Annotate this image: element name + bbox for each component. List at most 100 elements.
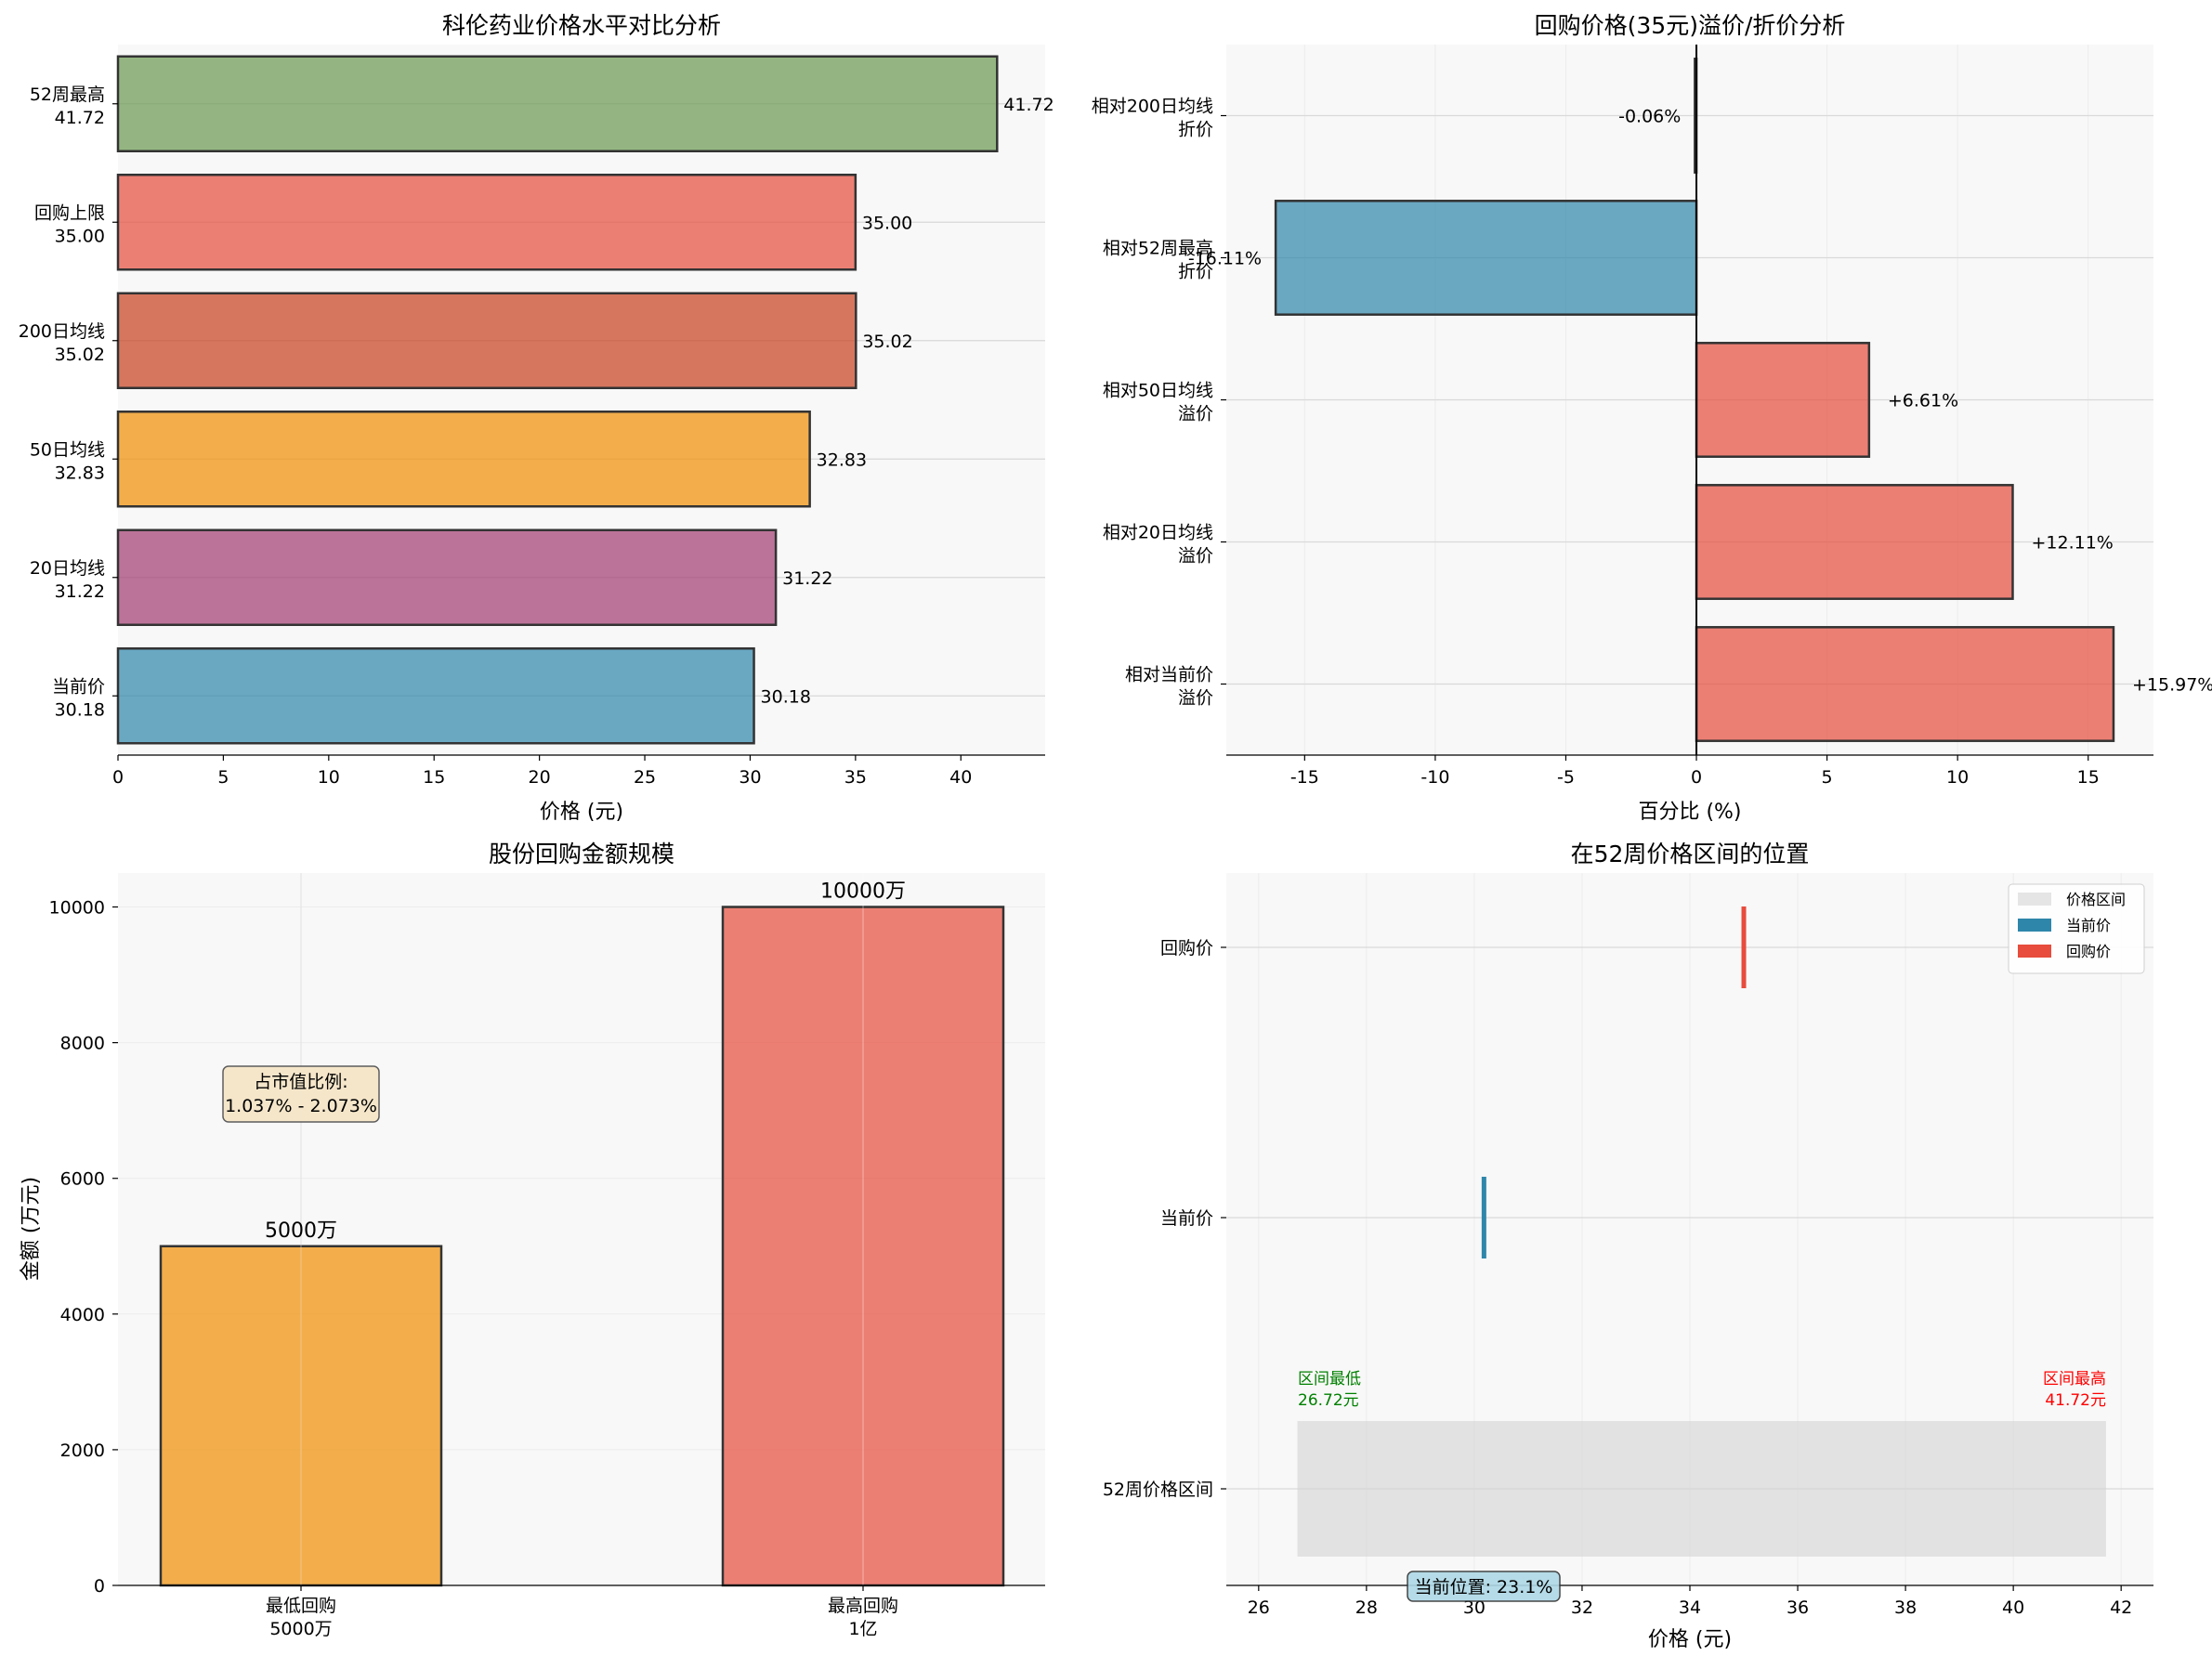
value-label-4: -0.06%	[1618, 107, 1681, 127]
y-tick-label-line1: 相对20日均线	[1103, 523, 1213, 543]
y-tick-label-line2: 35.02	[55, 345, 105, 365]
y-tick-label-line1: 200日均线	[19, 321, 105, 342]
x-tick-label: 15	[423, 767, 445, 788]
buyback-price-marker	[1741, 906, 1747, 988]
legend-label-range: 价格区间	[2066, 891, 2126, 908]
legend-label-buyback: 回购价	[2066, 943, 2111, 960]
y-tick-label-line1: 相对52周最高	[1103, 239, 1213, 259]
xlabel-premium-discount: 百分比 (%)	[1638, 801, 1741, 824]
value-label-1: +12.11%	[2031, 533, 2113, 554]
price-range-bar	[1297, 1421, 2106, 1557]
x-tick-label: 35	[844, 767, 867, 788]
value-label-4: 35.00	[862, 213, 912, 233]
legend-swatch-current	[2018, 919, 2051, 932]
legend-label-current: 当前价	[2066, 917, 2111, 934]
bar-2	[1695, 342, 1871, 458]
y-tick-label: 52周价格区间	[1103, 1480, 1213, 1500]
title-price-levels: 科伦药业价格水平对比分析	[442, 12, 721, 39]
x-tick-label: 10	[1946, 767, 1969, 788]
x-tick-label: 38	[1894, 1597, 1917, 1618]
value-label-0: 30.18	[761, 686, 811, 707]
y-tick-label-line2: 32.83	[55, 463, 105, 483]
x-tick-label: 30	[739, 767, 761, 788]
y-tick-label-line1: 当前价	[52, 676, 105, 697]
y-tick-label-line1: 50日均线	[30, 439, 105, 460]
y-tick-label-line1: 回购上限	[34, 202, 105, 223]
position-annotation: 当前位置: 23.1%	[1407, 1571, 1561, 1602]
position-box	[1407, 1571, 1561, 1602]
y-tick-label: 2000	[60, 1441, 105, 1461]
x-tick-label: -15	[1290, 767, 1319, 788]
range-low-label-line2: 26.72元	[1298, 1391, 1359, 1410]
x-tick-label-line2: 1亿	[848, 1619, 877, 1639]
y-tick-label-line1: 相对50日均线	[1103, 381, 1213, 401]
legend-swatch-range	[2018, 893, 2051, 906]
plot-area-price-levels	[118, 45, 1045, 755]
x-tick-label: -10	[1420, 767, 1449, 788]
range-high-label-line1: 区间最高	[2043, 1370, 2106, 1389]
value-label-3: 35.02	[862, 332, 912, 352]
x-tick-label: 40	[2002, 1597, 2024, 1618]
value-label-1: 31.22	[782, 568, 832, 589]
x-tick-label: 5	[1822, 767, 1833, 788]
x-tick-label: 28	[1355, 1597, 1378, 1618]
x-tick-label: 0	[112, 767, 124, 788]
x-tick-label: 36	[1787, 1597, 1809, 1618]
y-tick-label-line2: 35.00	[55, 226, 105, 246]
bar-0	[116, 647, 755, 745]
y-tick-label-line1: 相对200日均线	[1092, 97, 1213, 117]
range-high-label-line2: 41.72元	[2045, 1391, 2106, 1410]
x-tick-label: 0	[1691, 767, 1702, 788]
y-tick-label-line2: 溢价	[1178, 404, 1213, 424]
value-label-2: +6.61%	[1888, 391, 1958, 411]
position-label: 当前位置: 23.1%	[1415, 1577, 1553, 1597]
title-range-position: 在52周价格区间的位置	[1571, 841, 1810, 867]
x-tick-label: -5	[1557, 767, 1575, 788]
y-tick-label-line2: 折价	[1178, 120, 1213, 140]
x-tick-label: 26	[1248, 1597, 1270, 1618]
x-tick-label-line1: 最低回购	[266, 1596, 336, 1616]
value-label-0: +15.97%	[2132, 675, 2212, 696]
value-label-0: 5000万	[265, 1219, 337, 1243]
bar-0	[1695, 626, 2115, 742]
x-tick-label: 40	[949, 767, 972, 788]
legend: 价格区间 当前价 回购价	[2008, 883, 2145, 974]
ylabel-buyback-amount: 金额 (万元)	[20, 1177, 43, 1281]
value-label-3: -16.11%	[1188, 249, 1262, 269]
value-label-5: 41.72	[1003, 95, 1054, 115]
xlabel-range-position: 价格 (元)	[1648, 1628, 1732, 1651]
x-tick-label: 5	[217, 767, 229, 788]
bar-2	[116, 411, 811, 508]
y-tick-label: 当前价	[1160, 1208, 1213, 1229]
y-tick-label-line2: 折价	[1178, 262, 1213, 282]
annotation-box	[222, 1065, 380, 1123]
y-tick-label: 10000	[49, 898, 105, 919]
x-tick-label: 32	[1571, 1597, 1593, 1618]
y-tick-label-line2: 31.22	[55, 581, 105, 602]
bar-5	[116, 55, 999, 152]
y-tick-label: 回购价	[1160, 938, 1213, 958]
bar-3	[116, 292, 857, 389]
annotation-line1: 占市值比例:	[254, 1072, 347, 1092]
y-tick-label: 0	[94, 1576, 105, 1597]
value-label-2: 32.83	[817, 450, 867, 470]
bar-1	[721, 906, 1005, 1587]
x-tick-label: 10	[318, 767, 340, 788]
y-tick-label-line2: 溢价	[1178, 546, 1213, 567]
x-tick-label: 15	[2077, 767, 2100, 788]
x-tick-label: 30	[1463, 1597, 1486, 1618]
market-cap-ratio-annotation: 占市值比例: 1.037% - 2.073%	[222, 1065, 380, 1123]
bar-0	[159, 1245, 443, 1587]
annotation-line2: 1.037% - 2.073%	[225, 1096, 377, 1116]
y-tick-label-line1: 20日均线	[30, 558, 105, 579]
y-tick-label-line2: 30.18	[55, 699, 105, 720]
value-label-1: 10000万	[820, 880, 906, 904]
bar-1	[116, 528, 778, 626]
y-tick-label: 4000	[60, 1305, 105, 1325]
y-tick-label-line2: 溢价	[1178, 688, 1213, 709]
y-tick-label: 6000	[60, 1169, 105, 1190]
panel-buyback-amount: 5000万 10000万 0 2000 4000 6000 8000 10000 最低回购 50…	[20, 841, 1045, 1639]
